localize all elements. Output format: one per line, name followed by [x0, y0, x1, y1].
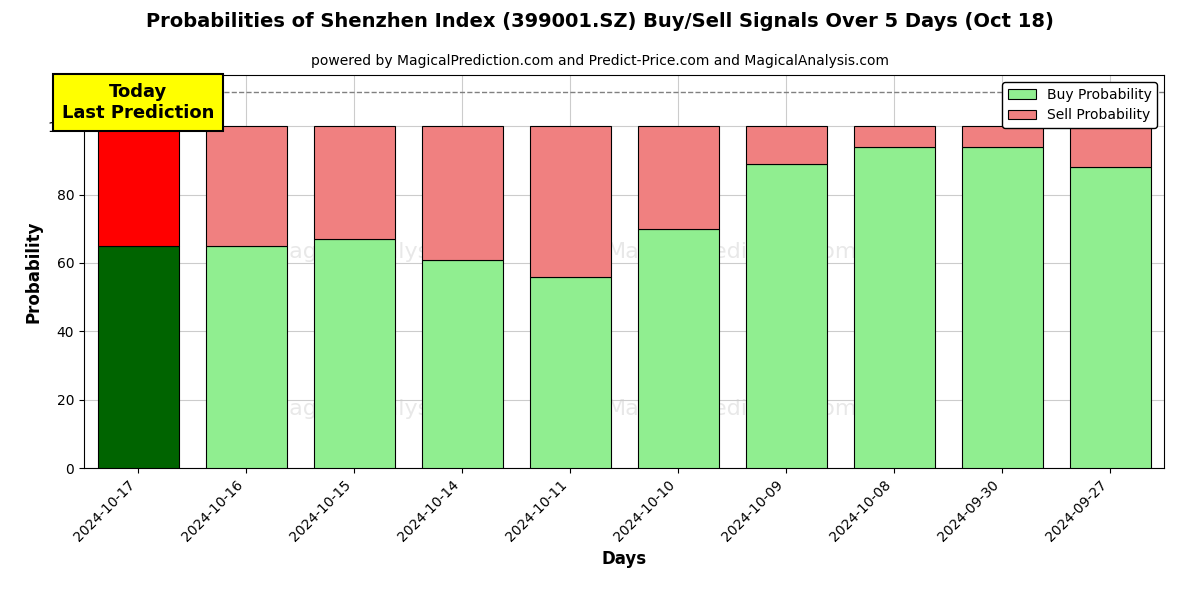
Bar [745, 126, 827, 164]
Text: MagicalAnalysis.com: MagicalAnalysis.com [270, 242, 503, 262]
Text: Today
Last Prediction: Today Last Prediction [62, 83, 214, 122]
Text: powered by MagicalPrediction.com and Predict-Price.com and MagicalAnalysis.com: powered by MagicalPrediction.com and Pre… [311, 54, 889, 68]
Bar [421, 260, 503, 468]
Bar [961, 147, 1043, 468]
Legend: Buy Probability, Sell Probability: Buy Probability, Sell Probability [1002, 82, 1157, 128]
Bar [961, 126, 1043, 147]
Bar [421, 126, 503, 260]
Bar [97, 246, 179, 468]
Bar [853, 126, 935, 147]
Bar [313, 239, 395, 468]
Text: MagicalPrediction.com: MagicalPrediction.com [607, 399, 857, 419]
Bar [205, 126, 287, 246]
Bar [1069, 126, 1151, 167]
Bar [97, 126, 179, 246]
Bar [745, 164, 827, 468]
Bar [205, 246, 287, 468]
Text: MagicalPrediction.com: MagicalPrediction.com [607, 242, 857, 262]
Bar [853, 147, 935, 468]
Bar [313, 126, 395, 239]
Bar [637, 126, 719, 229]
Bar [637, 229, 719, 468]
Bar [1069, 167, 1151, 468]
Bar [529, 277, 611, 468]
Bar [529, 126, 611, 277]
Y-axis label: Probability: Probability [24, 220, 42, 323]
Text: MagicalAnalysis.com: MagicalAnalysis.com [270, 399, 503, 419]
Text: Probabilities of Shenzhen Index (399001.SZ) Buy/Sell Signals Over 5 Days (Oct 18: Probabilities of Shenzhen Index (399001.… [146, 12, 1054, 31]
X-axis label: Days: Days [601, 550, 647, 568]
